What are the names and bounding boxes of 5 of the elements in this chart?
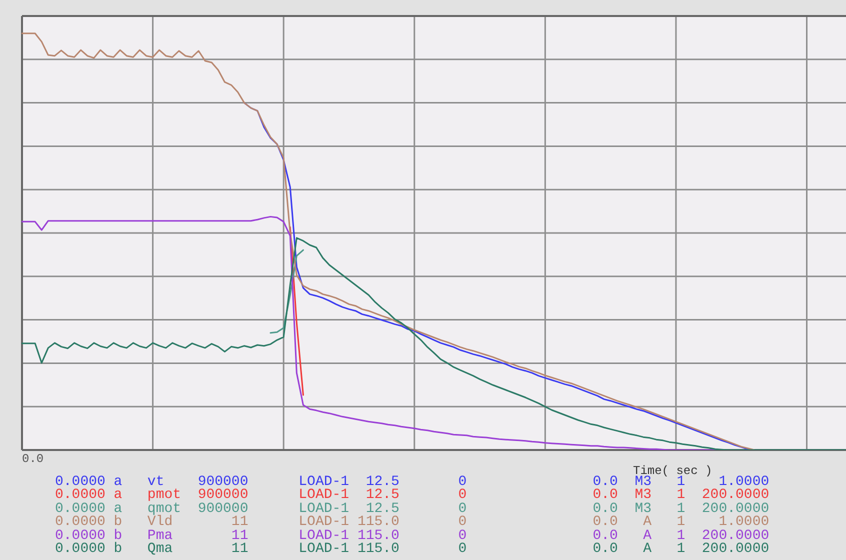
text: 0.0000 b Pma 11 LOAD-1 115.0 0 0.0 A 1 200.0000	[55, 528, 770, 544]
text: 0.0	[22, 452, 44, 466]
text: 0.0000 a pmot 900000 LOAD-1 12.5 0 0.0 M3 1 200.0000	[55, 487, 770, 504]
text: 0.0000 b Qma 11 LOAD-1 115.0 0 0.0 A 1 200.0000	[55, 541, 770, 558]
text: 0.0000 b Vld 11 LOAD-1 115.0 0 0.0 A 1 1.0000	[55, 514, 770, 530]
